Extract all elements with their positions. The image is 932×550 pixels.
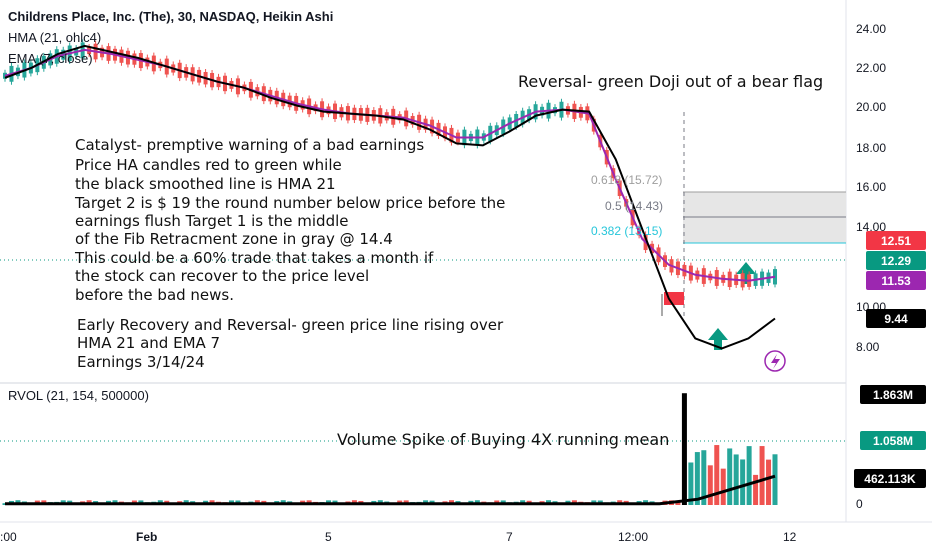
- volume-bar: [733, 454, 739, 505]
- price-badge-red: 12.51: [866, 231, 926, 250]
- up-arrow-icon: [736, 262, 756, 284]
- volume-bar: [759, 446, 765, 505]
- note-line-6: This could be a 60% trade that takes a m…: [75, 249, 434, 267]
- price-tick: 16.00: [856, 180, 887, 194]
- up-arrow-icon: [708, 328, 728, 350]
- note-line-8: before the bad news.: [75, 286, 235, 304]
- volume-bar: [753, 474, 759, 505]
- note-recovery-1: Early Recovery and Reversal- green price…: [77, 316, 504, 334]
- time-tick: 5: [325, 530, 332, 544]
- fib-382-label: 0.382 (13.15): [591, 224, 663, 238]
- ema-badge: 11.53: [866, 271, 926, 290]
- lightning-bolt: [771, 354, 780, 369]
- note-line-1: Price HA candles red to green while: [75, 156, 342, 174]
- volume-bar: [766, 459, 772, 505]
- rvol-badge: 1.863M: [860, 385, 926, 404]
- chart-title: Childrens Place, Inc. (The), 30, NASDAQ,…: [8, 9, 334, 24]
- volume-bar: [675, 501, 681, 505]
- volume-bar: [701, 450, 707, 505]
- ema-legend[interactable]: EMA (7, close): [8, 51, 93, 66]
- note-line-7: the stock can recover to the price level: [75, 267, 370, 285]
- hma-line: [4, 44, 776, 350]
- price-tick: 8.00: [856, 340, 880, 354]
- volume-bar: [772, 454, 778, 505]
- volume-bar: [746, 446, 752, 505]
- note-earnings: Earnings 3/14/24: [77, 353, 205, 371]
- time-tick: :00: [0, 530, 17, 544]
- volume-bar: [688, 462, 694, 505]
- price-tick: 24.00: [856, 22, 887, 36]
- volume-bar: [727, 448, 733, 505]
- candle: [773, 269, 777, 285]
- note-line-3: Target 2 is $ 19 the round number below …: [75, 194, 506, 212]
- hma-badge: 9.44: [866, 309, 926, 328]
- rvol-mean-badge: 462.113K: [854, 469, 926, 488]
- flag-icon: [664, 292, 684, 305]
- fib-5-label: 0.5 (14.43): [605, 199, 664, 213]
- volume-bar: [694, 452, 700, 505]
- time-tick: Feb: [136, 530, 158, 544]
- volume-bar: [681, 393, 687, 505]
- time-tick: 12:00: [618, 530, 649, 544]
- hma-legend[interactable]: HMA (21, ohlc4): [8, 30, 102, 45]
- note-reversal: Reversal- green Doji out of a bear flag: [518, 72, 824, 91]
- price-tick: 18.00: [856, 141, 887, 155]
- time-tick: 7: [506, 530, 513, 544]
- note-line-4: earnings flush Target 1 is the middle: [75, 212, 349, 230]
- lightning-icon: [764, 350, 786, 372]
- volume-bar: [740, 459, 746, 505]
- note-volume: Volume Spike of Buying 4X running mean: [337, 430, 670, 449]
- volume-bar: [707, 465, 713, 505]
- volume-bar: [714, 445, 720, 505]
- note-recovery-2: HMA 21 and EMA 7: [77, 334, 221, 352]
- time-tick: 12: [783, 530, 797, 544]
- price-tick: 14.00: [856, 220, 887, 234]
- price-badge-green: 12.29: [866, 251, 926, 270]
- price-tick: 20.00: [856, 100, 887, 114]
- price-tick: 22.00: [856, 61, 887, 75]
- note-catalyst: Catalyst- premptive warning of a bad ear…: [75, 136, 425, 154]
- rvol-legend[interactable]: RVOL (21, 154, 500000): [8, 388, 149, 403]
- vol-tick: 0: [856, 497, 863, 511]
- fib-618-label: 0.618 (15.72): [591, 173, 663, 187]
- note-line-5: of the Fib Retracment zone in gray @ 14.…: [75, 230, 393, 248]
- rvol-mean-line: [5, 474, 776, 506]
- volume-bar: [720, 468, 726, 505]
- rvol-badge-green: 1.058M: [860, 431, 926, 450]
- note-line-2: the black smoothed line is HMA 21: [75, 175, 336, 193]
